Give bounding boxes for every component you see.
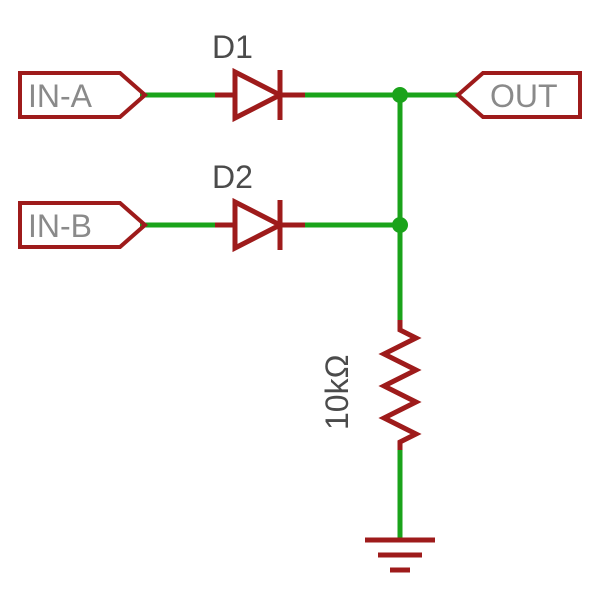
schematic-canvas: IN-A IN-B OUT D1 D2 10kΩ [0, 0, 596, 600]
diode-d1: D1 [212, 29, 305, 120]
diode-d1-label: D1 [212, 29, 253, 65]
pin-in-a-label: IN-A [28, 78, 93, 114]
diode-d2-label: D2 [212, 159, 253, 195]
wires [140, 95, 458, 540]
diode-d2: D2 [212, 159, 305, 250]
junction-node-1 [392, 87, 408, 103]
resistor-r1: 10kΩ [319, 320, 416, 450]
junction-node-2 [392, 217, 408, 233]
pin-in-b: IN-B [20, 203, 145, 247]
ground-symbol [365, 540, 435, 570]
pin-in-a: IN-A [20, 73, 145, 117]
pin-out: OUT [458, 73, 580, 117]
pin-in-b-label: IN-B [28, 208, 92, 244]
pin-out-label: OUT [490, 78, 558, 114]
resistor-r1-label: 10kΩ [319, 354, 355, 430]
